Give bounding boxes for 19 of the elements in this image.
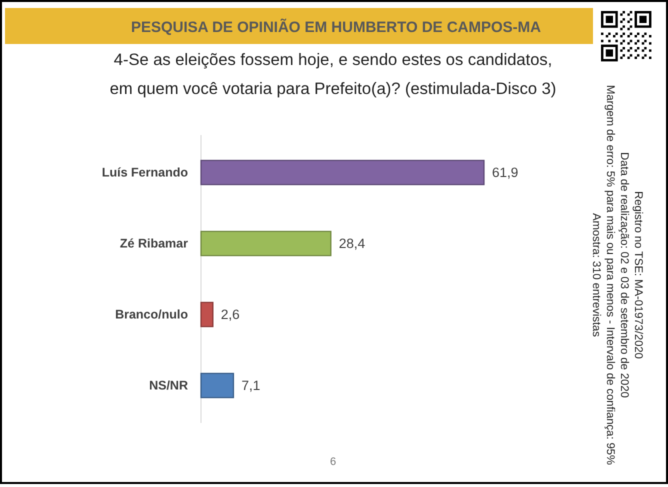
data-label: 28,4 (338, 236, 366, 252)
y-tick-label: Branco/nulo (115, 308, 188, 322)
data-label: 7,1 (241, 378, 260, 394)
bar (200, 160, 485, 186)
chart-subtitle: 4-Se as eleições fossem hoje, e sendo estes os candidatos, em quem você votaria para Prefeito(a)? (estimulada-Disco 3) (110, 51, 556, 98)
text: Margem de erro: 5% para mais ou para menos - Intervalo de confiança: 95% (604, 85, 616, 466)
text: Registro no TSE: MA-01973/2020 (632, 191, 644, 359)
y-tick-label: NS/NR (149, 378, 188, 392)
bar (200, 372, 234, 398)
y-tick-label: Luís Fernando (102, 166, 188, 180)
text: Data de realização: 02 e 03 de setembro de 2020 (618, 152, 630, 398)
y-tick-label: Zé Ribamar (120, 236, 188, 250)
bar (200, 302, 214, 328)
text: 6 (330, 456, 336, 468)
chart-title: PESQUISA DE OPINIÃO EM HUMBERTO DE CAMPOS-MA (130, 18, 542, 36)
data-label: 2,6 (220, 307, 240, 322)
bar (200, 230, 332, 256)
text: Amostra: 310 entrevistas (590, 213, 602, 338)
data-label: 61,9 (492, 165, 518, 180)
